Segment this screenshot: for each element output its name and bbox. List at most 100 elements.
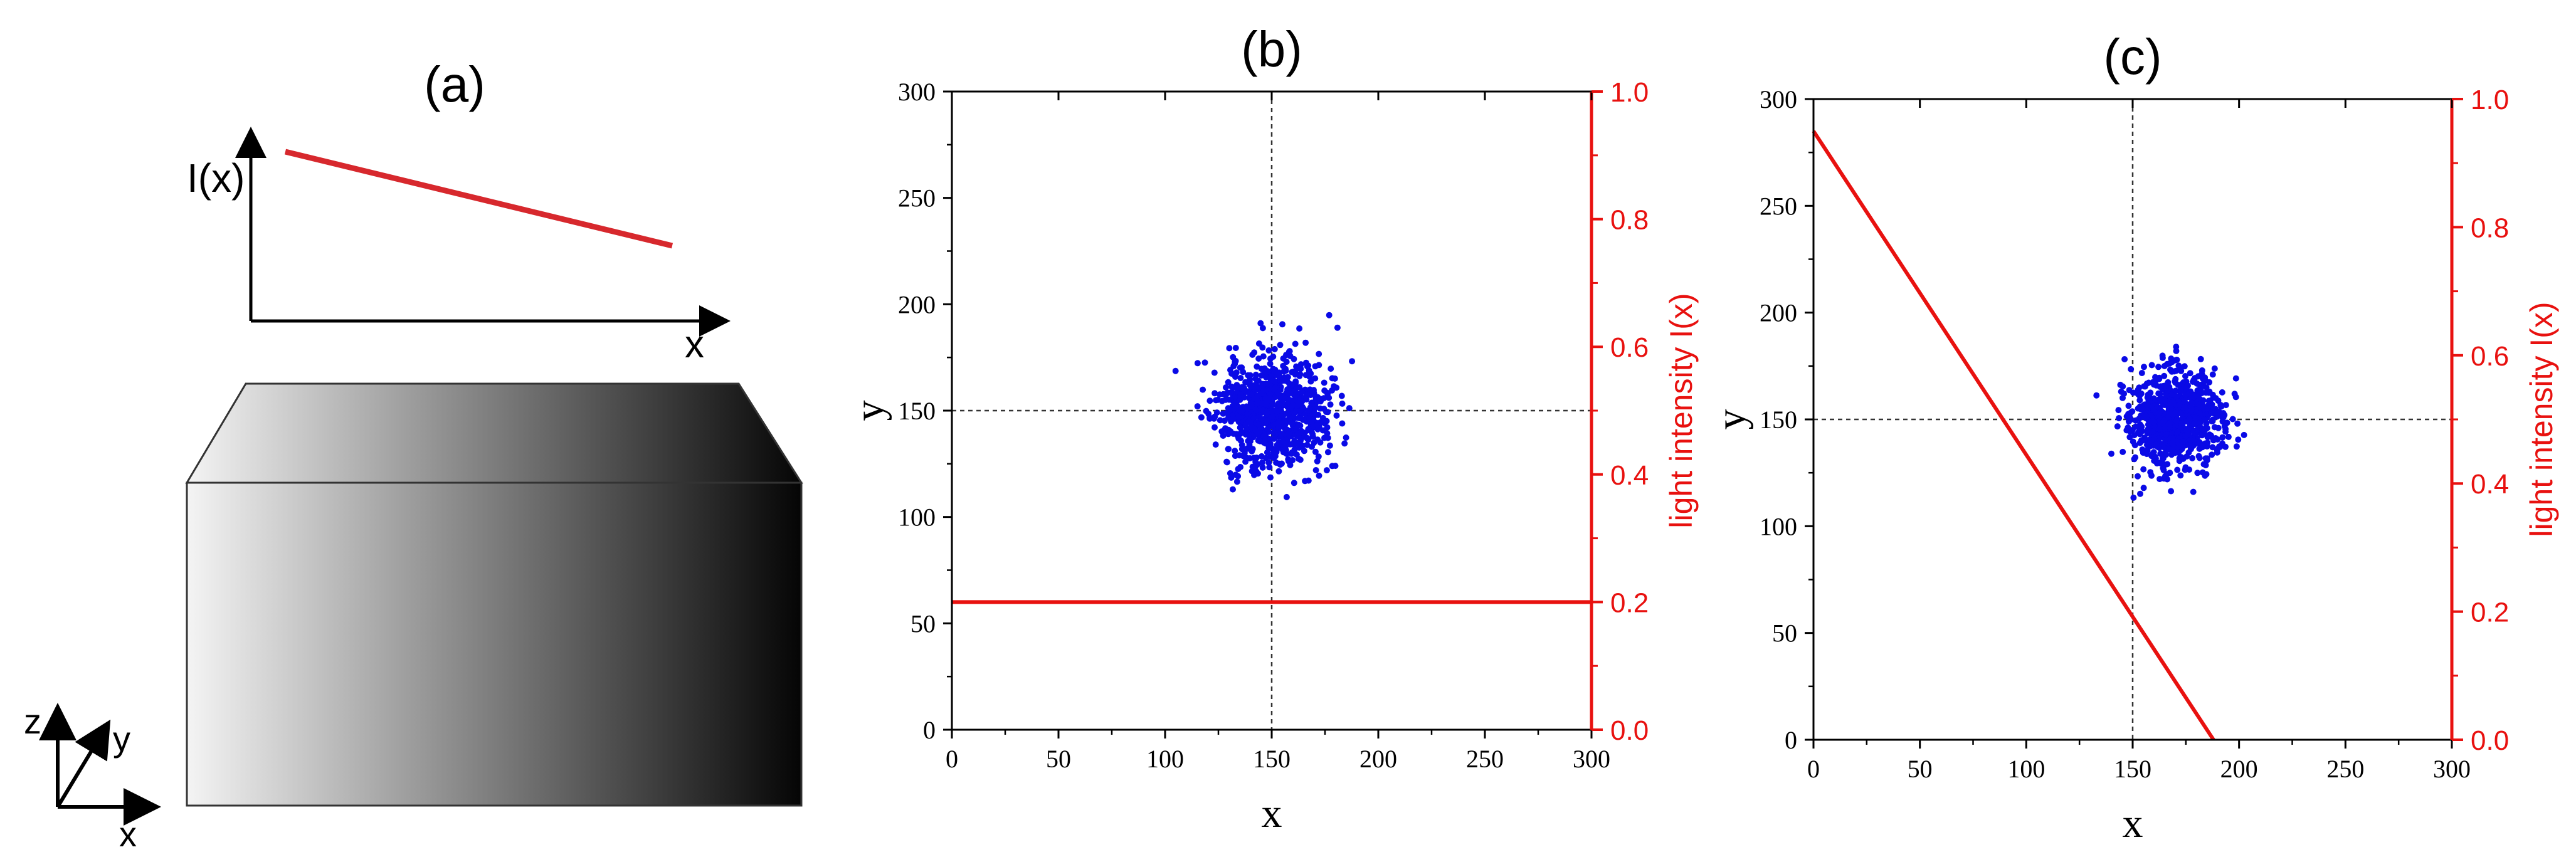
scatter-point — [2229, 416, 2236, 423]
scatter-point — [2176, 443, 2183, 449]
scatter-point — [1198, 414, 1205, 421]
scatter-point — [1200, 386, 1206, 393]
scatter-point — [1213, 409, 1220, 416]
panel-a-x-axis-label: x — [685, 323, 704, 366]
scatter-point — [2219, 434, 2226, 441]
scatter-point — [1243, 426, 1250, 433]
scatter-point — [1233, 385, 1240, 392]
scatter-point — [2157, 396, 2164, 403]
x-tick-label: 150 — [1253, 745, 1291, 773]
scatter-point — [1259, 464, 1266, 471]
scatter-point — [1232, 345, 1239, 351]
scatter-point — [1324, 449, 1331, 456]
scatter-point — [2141, 383, 2148, 390]
scatter-point — [1282, 443, 1289, 449]
scatter-point — [1331, 375, 1338, 382]
scatter-point — [1237, 424, 1243, 431]
scatter-point — [2155, 364, 2162, 371]
scatter-point — [2093, 392, 2100, 399]
scatter-point — [1338, 392, 1345, 399]
scatter-point — [1312, 363, 1319, 370]
scatter-point — [2118, 388, 2125, 395]
scatter-point — [2185, 449, 2192, 456]
scatter-point — [1217, 391, 1223, 398]
scatter-point — [2222, 402, 2229, 409]
scatter-point — [1315, 453, 1322, 460]
scatter-point — [1279, 321, 1285, 328]
scatter-point — [2119, 448, 2126, 455]
scatter-point — [1238, 446, 1245, 453]
scatter-point — [2138, 438, 2145, 444]
y-tick-label: 250 — [898, 184, 936, 213]
scatter-point — [2180, 438, 2187, 445]
scatter-point — [1264, 449, 1270, 456]
scatter-point — [2157, 460, 2164, 466]
scatter-point — [2173, 344, 2180, 350]
scatter-point — [2186, 416, 2193, 423]
scatter-point — [2225, 433, 2232, 440]
scatter-point — [1237, 375, 1244, 381]
y2-tick-label: 0.0 — [1610, 715, 1649, 746]
scatter-point — [2126, 414, 2133, 421]
scatter-point — [1259, 400, 1265, 407]
scatter-point — [1299, 389, 1306, 396]
scatter-point — [1343, 434, 1349, 441]
scatter-point — [2150, 406, 2157, 413]
scatter-point — [1312, 467, 1319, 473]
scatter-point — [1230, 486, 1236, 493]
scatter-point — [1263, 374, 1269, 381]
scatter-point — [1314, 426, 1321, 433]
scatter-point — [2187, 436, 2194, 443]
scatter-point — [2138, 390, 2145, 397]
scatter-point — [1316, 350, 1322, 357]
scatter-point — [1255, 470, 1261, 477]
scatter-point — [2190, 488, 2197, 495]
scatter-point — [1311, 389, 1317, 396]
scatter-point — [2177, 402, 2183, 409]
scatter-point — [2174, 429, 2181, 436]
scatter-point — [1213, 397, 1220, 404]
scatter-point — [1255, 355, 1262, 362]
scatter-point — [1283, 359, 1290, 365]
scatter-point — [2144, 394, 2151, 401]
y2-tick-label: 0.6 — [2471, 341, 2509, 372]
scatter-point — [2132, 423, 2139, 430]
scatter-point — [2214, 436, 2221, 443]
scatter-point — [1291, 446, 1298, 453]
scatter-point — [1279, 392, 1286, 399]
y-tick-label: 250 — [1760, 192, 1797, 220]
scatter-point — [1316, 397, 1323, 404]
scatter-point — [1225, 379, 1232, 386]
scatter-point — [1221, 418, 1228, 424]
y-tick-label: 300 — [898, 78, 936, 106]
scatter-point — [1211, 369, 1218, 376]
scatter-point — [2213, 410, 2220, 417]
y2-tick-label: 0.0 — [2471, 725, 2509, 756]
scatter-point — [2145, 421, 2151, 428]
triad-y-axis — [56, 719, 111, 808]
triad-z-label: z — [24, 702, 41, 741]
scatter-point — [1275, 468, 1282, 475]
y-tick-label: 150 — [1760, 406, 1797, 434]
scatter-point — [1264, 409, 1270, 416]
scatter-point — [1227, 406, 1233, 413]
y2-tick-label: 0.2 — [2471, 597, 2509, 628]
scatter-point — [2140, 466, 2147, 473]
scatter-point — [1267, 376, 1274, 383]
scatter-point — [1240, 369, 1247, 376]
scatter-point — [2204, 439, 2211, 446]
scatter-point — [2166, 446, 2173, 453]
scatter-point — [2161, 362, 2168, 369]
scatter-point — [2203, 384, 2210, 391]
scatter-point — [1302, 339, 1309, 346]
scatter-point — [1235, 473, 1242, 480]
scatter-point — [1328, 365, 1334, 372]
y-tick-label: 50 — [1772, 619, 1797, 648]
scatter-point — [2172, 387, 2179, 394]
scatter-point — [2231, 391, 2238, 397]
scatter-point — [2143, 413, 2150, 419]
scatter-point — [2125, 402, 2132, 409]
scatter-point — [1267, 443, 1274, 449]
scatter-point — [2137, 490, 2143, 497]
y2-tick-label: 1.0 — [1610, 77, 1649, 108]
